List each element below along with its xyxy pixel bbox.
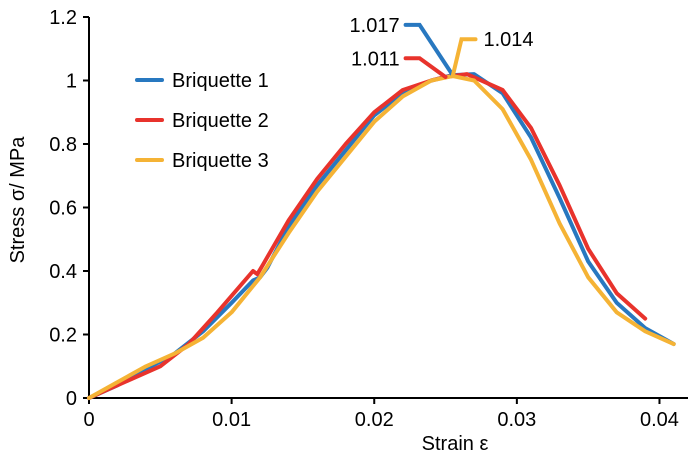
x-tick-label: 0.02 <box>355 409 394 431</box>
legend: Briquette 1 Briquette 2 Briquette 3 <box>135 70 269 172</box>
legend-label-briquette-1: Briquette 1 <box>172 70 269 92</box>
series-group <box>87 72 676 400</box>
annotation-label-3: 1.014 <box>483 29 533 51</box>
x-tick-label: 0 <box>83 409 94 431</box>
legend-label-briquette-2: Briquette 2 <box>172 110 269 132</box>
legend-label-briquette-3: Briquette 3 <box>172 150 269 172</box>
x-tick-label: 0.01 <box>212 409 251 431</box>
y-axis-title: Stress σ/ MPa <box>7 136 29 264</box>
y-tick-label: 0 <box>66 388 77 410</box>
y-tick-label: 0.8 <box>49 134 77 156</box>
y-tick-label: 1.2 <box>49 7 77 29</box>
annotations: 1.017 1.011 1.014 <box>350 15 534 79</box>
y-tick-label: 0.4 <box>49 261 77 283</box>
x-axis-title: Strain ε <box>422 433 489 455</box>
y-tick-label: 0.6 <box>49 198 77 220</box>
annotation-leader-1 <box>403 22 455 78</box>
annotation-leader-3 <box>450 37 478 79</box>
x-tick-label: 0.03 <box>497 409 536 431</box>
y-tick-label: 0.2 <box>49 325 77 347</box>
x-tick-label: 0.04 <box>640 409 679 431</box>
annotation-leader-2 <box>403 56 448 79</box>
annotation-label-1: 1.017 <box>350 15 400 37</box>
series-line-briquette-3 <box>87 74 676 400</box>
y-tick-label: 1 <box>66 71 77 93</box>
annotation-label-2: 1.011 <box>351 48 400 70</box>
ticks: 0 0.2 0.4 0.6 0.8 1 1.2 0 0.01 0.02 0.03 0.04 <box>49 7 679 431</box>
